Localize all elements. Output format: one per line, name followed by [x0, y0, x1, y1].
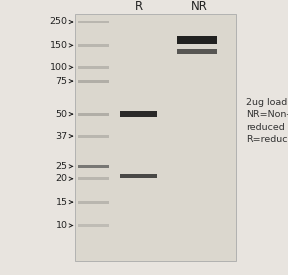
Bar [177, 36, 217, 44]
Text: 10: 10 [56, 221, 68, 230]
Bar [75, 195, 236, 204]
Bar [75, 22, 236, 30]
Bar [75, 80, 236, 88]
Bar [120, 111, 157, 117]
Bar [75, 14, 236, 261]
Text: NR: NR [191, 0, 208, 13]
Bar [78, 164, 109, 168]
Bar [78, 224, 109, 227]
Bar [75, 179, 236, 187]
Bar [75, 104, 236, 113]
Bar [120, 174, 157, 178]
Bar [78, 66, 109, 69]
Bar [75, 245, 236, 253]
Bar [75, 236, 236, 245]
Bar [75, 72, 236, 80]
Bar [78, 80, 109, 82]
Bar [78, 44, 109, 47]
Bar [75, 138, 236, 146]
Text: 20: 20 [56, 174, 68, 183]
Bar [75, 154, 236, 162]
Bar [78, 135, 109, 138]
Bar [75, 88, 236, 96]
Bar [75, 146, 236, 154]
Bar [75, 220, 236, 228]
Bar [75, 39, 236, 47]
Bar [78, 177, 109, 180]
Text: 15: 15 [56, 198, 68, 207]
Bar [75, 121, 236, 129]
Bar [75, 113, 236, 121]
Bar [75, 47, 236, 55]
Bar [75, 96, 236, 104]
Bar [78, 201, 109, 204]
Bar [75, 212, 236, 220]
Bar [75, 129, 236, 138]
Text: 50: 50 [56, 110, 68, 119]
Text: 25: 25 [56, 162, 68, 171]
Text: 2ug loading
NR=Non-
reduced
R=reduced: 2ug loading NR=Non- reduced R=reduced [246, 98, 288, 144]
Bar [75, 63, 236, 72]
Bar [75, 187, 236, 195]
Bar [75, 55, 236, 63]
Bar [75, 228, 236, 236]
Text: R: R [135, 0, 143, 13]
Bar [75, 14, 236, 22]
Bar [75, 204, 236, 212]
Text: 100: 100 [50, 63, 68, 72]
Bar [75, 30, 236, 38]
Text: 250: 250 [50, 18, 68, 26]
Text: 150: 150 [50, 41, 68, 50]
Text: 75: 75 [56, 77, 68, 86]
Bar [78, 113, 109, 116]
Bar [75, 170, 236, 179]
Bar [78, 21, 109, 23]
Bar [75, 253, 236, 261]
Text: 37: 37 [56, 132, 68, 141]
Bar [177, 49, 217, 54]
Bar [75, 162, 236, 170]
